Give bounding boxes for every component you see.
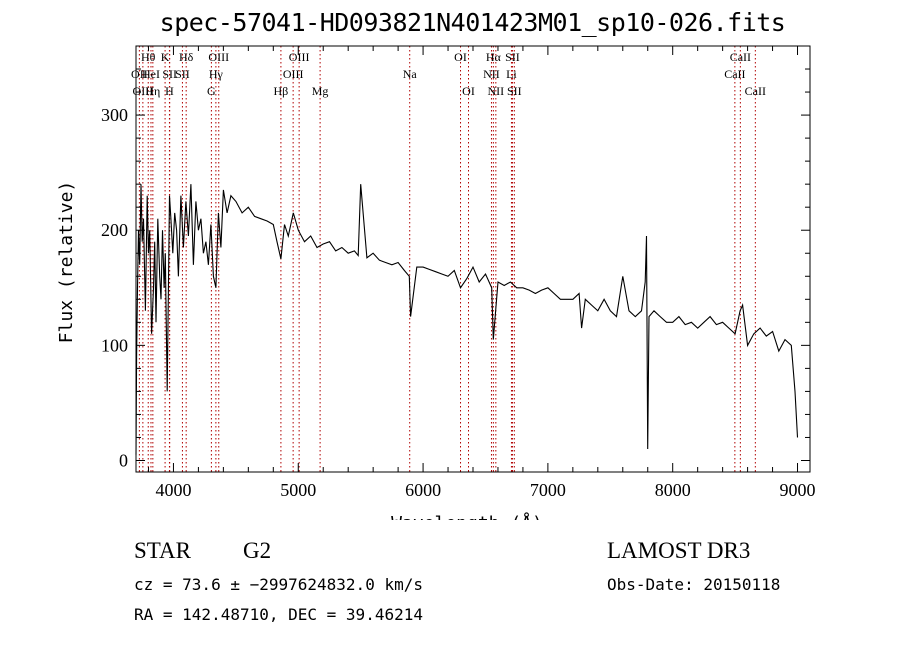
line-marker-label-13: Hβ — [274, 84, 289, 98]
x-tick-label-4000: 4000 — [155, 480, 191, 500]
line-marker-label-28: CaII — [745, 84, 766, 98]
object-subclass: G2 — [243, 538, 272, 563]
y-axis-label: Flux (relative) — [56, 181, 77, 344]
spectrum-chart: HθOIIOIIIHeIHηKSIIHHδSIIGOIIIHγHβOIIIOII… — [56, 45, 816, 520]
line-marker-label-0: Hθ — [141, 50, 156, 64]
line-marker-label-2: OIII — [133, 84, 154, 98]
x-tick-label-9000: 9000 — [780, 480, 816, 500]
line-markers — [138, 46, 756, 472]
chart-title: spec-57041-HD093821N401423M01_sp10-026.f… — [159, 8, 786, 37]
line-marker-label-15: OIII — [283, 67, 304, 81]
line-marker-label-8: Hδ — [179, 50, 194, 64]
x-tick-label-7000: 7000 — [530, 480, 566, 500]
line-marker-label-14: OIII — [289, 50, 310, 64]
line-marker-labels: HθOIIOIIIHeIHηKSIIHHδSIIGOIIIHγHβOIIIOII… — [131, 50, 766, 98]
y-tick-label-100: 100 — [101, 335, 128, 355]
redshift-text: cz = 73.6 ± −2997624832.0 km/s — [134, 575, 423, 594]
line-marker-label-5: K — [161, 50, 170, 64]
x-axis-label: Wavelength (Å) — [391, 512, 543, 520]
line-marker-label-19: OI — [462, 84, 475, 98]
line-marker-label-17: Na — [403, 67, 418, 81]
line-marker-label-10: G — [207, 84, 216, 98]
line-marker-label-23: SII — [505, 50, 520, 64]
line-marker-label-12: Hγ — [209, 67, 224, 81]
coordinates: RA = 142.48710, DEC = 39.46214 — [134, 605, 423, 624]
line-marker-label-6: SII — [162, 67, 177, 81]
line-marker-label-26: CaII — [730, 50, 751, 64]
x-tick-label-8000: 8000 — [655, 480, 691, 500]
y-tick-label-0: 0 — [119, 450, 128, 470]
line-marker-label-18: OI — [454, 50, 467, 64]
survey-name: LAMOST DR3 — [607, 538, 751, 563]
x-tick-label-6000: 6000 — [405, 480, 441, 500]
x-axis-ticks: 4000 5000 6000 7000 8000 9000 — [147, 46, 816, 500]
line-marker-label-4: Hη — [145, 84, 160, 98]
object-type: STAR — [134, 538, 191, 563]
x-tick-label-5000: 5000 — [280, 480, 316, 500]
line-marker-label-20: Hα — [486, 50, 502, 64]
plot-frame — [135, 45, 811, 473]
line-marker-label-27: CaII — [724, 67, 745, 81]
y-tick-label-200: 200 — [101, 220, 128, 240]
y-tick-label-300: 300 — [101, 105, 128, 125]
obs-date: Obs-Date: 20150118 — [607, 575, 781, 594]
line-marker-label-11: OIII — [208, 50, 229, 64]
line-marker-label-16: Mg — [312, 84, 329, 98]
spectrum-line — [135, 184, 799, 455]
line-marker-label-24: Li — [506, 67, 517, 81]
line-marker-label-9: SII — [175, 67, 190, 81]
line-marker-label-7: H — [165, 84, 174, 98]
line-marker-label-25: SII — [507, 84, 522, 98]
line-marker-label-1: OII — [131, 67, 148, 81]
line-marker-label-21: NII — [483, 67, 500, 81]
line-marker-label-22: NII — [488, 84, 505, 98]
y-axis-ticks: 0 100 200 300 — [101, 68, 810, 470]
line-marker-label-3: HeI — [142, 67, 160, 81]
